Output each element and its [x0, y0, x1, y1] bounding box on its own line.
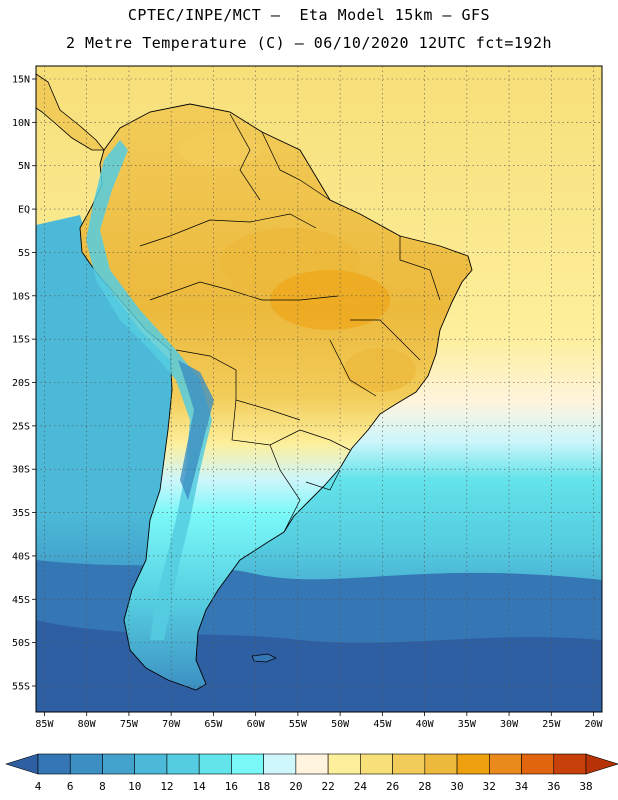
warm-core-east: [344, 348, 416, 392]
lat-label: 15N: [12, 75, 30, 86]
colorbar-box: [553, 753, 587, 775]
colorbar-box: [166, 753, 200, 775]
colorbar-box: [327, 753, 361, 775]
colorbar-label: 36: [547, 780, 560, 793]
warm-core-central-brazil: [270, 270, 390, 330]
lon-label: 70W: [162, 719, 181, 730]
lat-label: 35S: [12, 508, 30, 519]
longitude-labels: 85W 80W 75W 70W 65W 60W 55W 50W 45W 40W 35W 30W 25W 2…: [35, 719, 603, 730]
title-line-1: CPTEC/INPE/MCT – Eta Model 15km – GFS: [127, 6, 491, 24]
colorbar-label: 14: [193, 780, 207, 793]
lat-label: 40S: [12, 551, 30, 562]
lon-label: 25W: [542, 719, 561, 730]
colorbar-box: [456, 753, 490, 775]
colorbar-label: 28: [418, 780, 431, 793]
lat-label: 10S: [12, 291, 30, 302]
country-borders: [139, 113, 441, 533]
lon-label: 75W: [120, 719, 139, 730]
colorbar-label: 22: [321, 780, 334, 793]
colorbar-box: [424, 753, 458, 775]
colorbar-box: [488, 753, 522, 775]
latitude-labels: 15N 10N 5N EQ 5S 10S 15S 20S 25S 30S 35S 40S 45S 50S 5…: [12, 75, 30, 693]
colorbar-box: [102, 753, 136, 775]
colorbar-box: [231, 753, 264, 775]
colorbar-label: 12: [160, 780, 173, 793]
lat-label: 5N: [18, 161, 30, 172]
lat-label: 20S: [12, 378, 30, 389]
andes-coldest-strip: [178, 360, 214, 500]
colorbar-label: 18: [257, 780, 270, 793]
colorbar-label: 20: [289, 780, 302, 793]
lon-label: 20W: [585, 719, 604, 730]
lat-label: 15S: [12, 335, 30, 346]
colorbar-label: 32: [483, 780, 496, 793]
colorbar-label: 34: [515, 780, 529, 793]
lat-label: 55S: [12, 681, 30, 692]
lon-label: 40W: [416, 719, 435, 730]
temperature-map: 15N 10N 5N EQ 5S 10S 15S 20S 25S 30S 35S 40S 45S 50S 5…: [12, 65, 604, 730]
lon-label: 85W: [35, 719, 54, 730]
colorbar-label: 10: [128, 780, 141, 793]
colorbar-boxes: [4, 753, 618, 775]
colorbar-label: 4: [35, 780, 42, 793]
colorbar-box: [360, 753, 393, 775]
title-line-2: 2 Metre Temperature (C) – 06/10/2020 12U…: [65, 34, 553, 52]
map-frame: [35, 65, 603, 713]
lat-label: 50S: [12, 638, 30, 649]
colorbar-box: [521, 753, 555, 775]
warm-core-north: [180, 132, 260, 168]
colorbar-box: [263, 753, 297, 775]
lon-label: 45W: [373, 719, 392, 730]
colorbar-label: 24: [354, 780, 368, 793]
colorbar-box: [37, 753, 71, 775]
lat-label: 25S: [12, 421, 30, 432]
lat-label: 45S: [12, 595, 30, 606]
lon-label: 80W: [78, 719, 97, 730]
colorbar-label: 16: [225, 780, 238, 793]
colorbar-labels: 4 6 8 10 12 14 16 18 20 22 24 26 28 30 32 34 36 38: [35, 780, 593, 793]
colorbar-label: 8: [99, 780, 106, 793]
colorbar-label: 38: [579, 780, 592, 793]
colorbar-box: [392, 753, 426, 775]
lon-label: 50W: [331, 719, 350, 730]
lon-label: 35W: [458, 719, 477, 730]
colorbar: 4 6 8 10 12 14 16 18 20 22 24 26 28 30 32 34 36 38: [4, 753, 618, 793]
lat-label: 10N: [12, 118, 30, 129]
colorbar-label: 6: [67, 780, 74, 793]
lat-label: EQ: [18, 205, 30, 216]
land-central-america: [36, 73, 105, 151]
graticule: [32, 66, 602, 716]
colorbar-box: [295, 753, 329, 775]
land-falklands: [251, 653, 277, 663]
andes-cold-strip: [86, 140, 212, 640]
lat-label: 30S: [12, 465, 30, 476]
colorbar-arrow-right: [585, 753, 618, 775]
lon-label: 60W: [247, 719, 266, 730]
lon-label: 55W: [289, 719, 308, 730]
lon-label: 65W: [204, 719, 223, 730]
colorbar-arrow-left: [4, 753, 39, 775]
colorbar-label: 30: [450, 780, 463, 793]
colorbar-box: [198, 753, 232, 775]
colorbar-box: [134, 753, 168, 775]
colorbar-box: [69, 753, 103, 775]
lon-label: 30W: [500, 719, 519, 730]
colorbar-label: 26: [386, 780, 399, 793]
lat-label: 5S: [18, 248, 30, 259]
